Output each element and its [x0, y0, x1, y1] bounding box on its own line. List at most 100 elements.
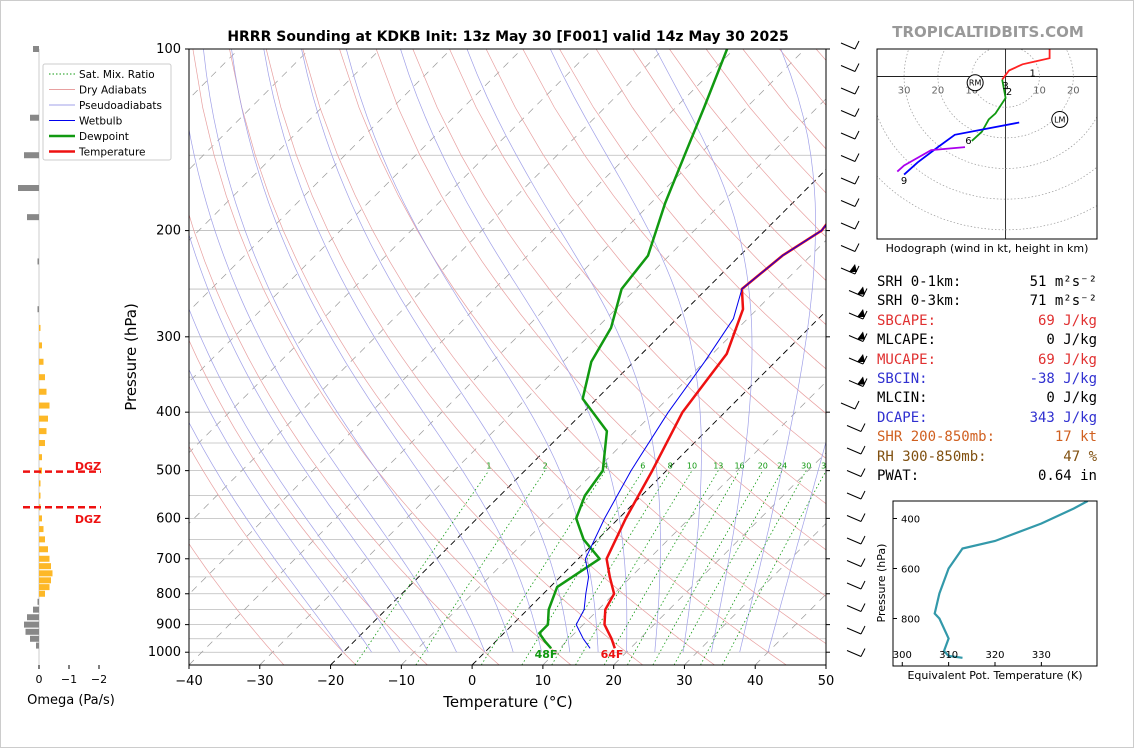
dry-adiabat: [485, 49, 826, 459]
pseudoadiabat: [739, 49, 816, 653]
wind-barb: [840, 155, 856, 162]
pseudoadiabat: [767, 440, 826, 653]
omega-bar: [24, 152, 39, 159]
skewt-background-lines: 1 2 4 6 8 10 13 16 20 24 30 36: [189, 49, 831, 665]
wind-barb: [840, 200, 856, 207]
omega-bar: [39, 555, 50, 562]
wind-barb-flag: [854, 108, 860, 117]
wind-barb: [846, 560, 862, 567]
wind-barb-pennant: [857, 309, 865, 317]
omega-bar: [39, 324, 41, 331]
x-tick-label: −40: [175, 674, 202, 689]
omega-bar: [39, 440, 45, 447]
mixing-ratio-label: 24: [777, 462, 787, 471]
dry-adiabat: [302, 49, 787, 665]
profile-dewpoint: [538, 49, 729, 650]
y-tick-label: 700: [156, 552, 181, 567]
omega-bar: [39, 526, 44, 533]
isotherm-line: [330, 168, 826, 665]
omega-bar: [39, 590, 45, 597]
omega-bar: [39, 358, 44, 365]
pseudoadiabat: [189, 307, 401, 653]
wind-barb: [846, 627, 862, 635]
param-row: SRH 0-1km: 51 m²s⁻²: [877, 273, 1097, 292]
omega-xlabel: Omega (Pa/s): [27, 693, 115, 708]
dry-adiabat: [595, 49, 826, 326]
y-tick-label: 400: [156, 405, 181, 420]
mixing-ratio-label: 8: [668, 462, 673, 471]
omega-bar: [39, 570, 53, 577]
y-tick-label: 800: [156, 587, 181, 602]
wind-barb-flag: [854, 243, 860, 252]
wind-barb-pennant: [857, 354, 865, 362]
theta-e-x-tick-label: 300: [893, 650, 912, 661]
isotherm-line: [189, 49, 593, 454]
omega-bar: [30, 114, 39, 121]
legend-label: Dry Adiabats: [79, 85, 147, 97]
wind-barb-pennant: [857, 376, 865, 385]
wind-barb: [846, 605, 862, 612]
pseudoadiabat: [263, 49, 542, 653]
omega-bar: [39, 402, 50, 409]
param-row: MLCIN: 0 J/kg: [877, 389, 1097, 408]
mixing-ratio-label: 6: [640, 462, 645, 471]
param-row: PWAT: 0.64 in: [877, 467, 1097, 486]
dry-adiabat: [375, 49, 826, 597]
wind-barb-flag: [854, 85, 860, 95]
param-label: MLCAPE:: [877, 332, 937, 349]
wind-barb-flag: [854, 198, 860, 207]
param-value: 51 m²s⁻²: [1029, 274, 1097, 290]
dry-adiabat: [229, 49, 644, 665]
wind-barb: [840, 65, 856, 72]
omega-bar: [25, 628, 39, 635]
hodo-height-label: 6: [965, 136, 971, 147]
param-row: SRH 0-3km: 71 m²s⁻²: [877, 292, 1097, 311]
dgz-bottom-label: DGZ: [75, 513, 101, 526]
wind-barb-flag: [860, 423, 866, 432]
wind-barb-flag: [862, 310, 868, 320]
wind-barb: [846, 537, 862, 545]
param-label: SHR 200-850mb:: [877, 429, 996, 446]
y-tick-label: 300: [156, 330, 181, 345]
omega-bar: [39, 515, 42, 522]
mixing-ratio-label: 30: [801, 462, 811, 471]
y-tick-label: 500: [156, 464, 181, 479]
param-value: 69 J/kg: [1037, 312, 1097, 329]
dry-adiabat: [339, 49, 826, 645]
omega-bar: [39, 388, 47, 395]
wind-barb: [840, 222, 856, 230]
mixing-ratio-line: [551, 470, 671, 665]
wind-barb: [848, 312, 864, 320]
wind-barb-pennant: [857, 286, 865, 295]
pseudoadiabat: [189, 421, 344, 653]
hodo-ring-label: 10: [965, 86, 978, 97]
wind-barb: [848, 380, 864, 387]
omega-bar: [27, 614, 39, 621]
dry-adiabat: [189, 543, 285, 665]
wind-barb: [840, 42, 856, 50]
wind-barb-pennant: [857, 331, 865, 340]
pseudoadiabat: [189, 127, 457, 653]
mixing-ratio-line: [415, 470, 546, 665]
omega-bar: [36, 642, 39, 649]
omega-bar: [24, 621, 39, 628]
param-row: SHR 200-850mb: 17 kt: [877, 428, 1097, 447]
profile-wetbulb: [575, 223, 826, 649]
mixing-ratio-label: 36: [821, 462, 831, 471]
dry-adiabat: [189, 339, 428, 665]
theta-e-x-tick-label: 330: [1032, 650, 1051, 661]
omega-bar: [39, 454, 42, 461]
wind-barb-flag: [860, 445, 866, 455]
param-value: 0 J/kg: [1046, 332, 1097, 349]
skewt-profiles: [538, 49, 826, 650]
x-tick-label: 20: [605, 674, 622, 689]
omega-bar: [37, 258, 39, 265]
param-value: -38 J/kg: [1029, 371, 1097, 388]
wind-barb: [846, 515, 862, 522]
x-tick-label: −10: [388, 674, 415, 689]
wind-barb-flag: [854, 400, 860, 410]
omega-bar: [30, 635, 39, 642]
pseudoadiabat: [549, 49, 702, 653]
theta-e-y-tick-label: 400: [901, 515, 920, 526]
